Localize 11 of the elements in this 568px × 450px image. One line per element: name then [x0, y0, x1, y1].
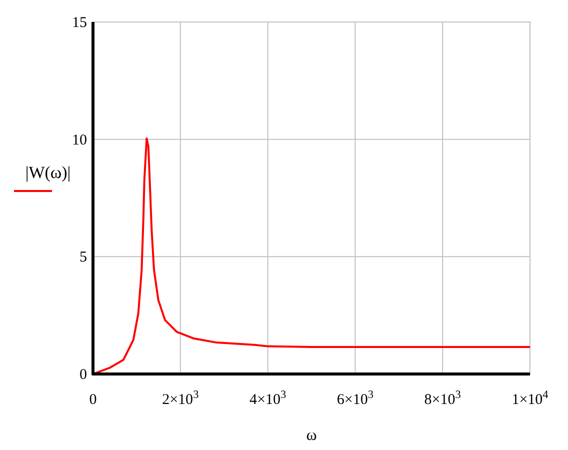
y-tick-label: 0 [80, 367, 87, 383]
y-tick-label: 15 [72, 15, 87, 31]
x-tick-label: 2×10$^{3}$ [162, 389, 200, 408]
x-tick-label: 8×10$^{3}$ [424, 389, 462, 408]
x-tick-label: 6×10$^{3}$ [336, 389, 374, 408]
y-tick-label: 10 [72, 132, 87, 148]
x-tick-label: 1×10$^{4}$ [512, 389, 549, 408]
text: |W(ω)| [25, 163, 71, 182]
y-tick-label: 5 [80, 250, 87, 266]
x-tick-label: 4×10$^{3}$ [250, 389, 286, 408]
x-axis-title: ω [306, 427, 317, 444]
